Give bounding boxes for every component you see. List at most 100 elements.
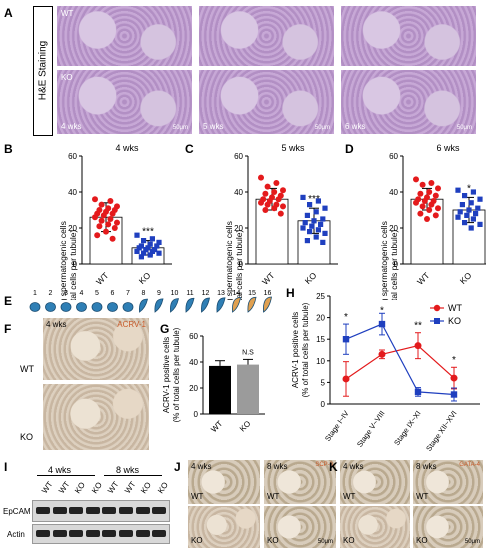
panel-label-f: F: [4, 322, 12, 336]
k-wt-label: WT: [343, 492, 356, 501]
y-tick-label: 40: [68, 188, 77, 197]
data-point: [114, 219, 120, 226]
stage-number: 8: [142, 290, 146, 297]
gata4-8wks-ko-image: KO 50μm: [413, 506, 483, 548]
y-tick-label: 10: [316, 357, 325, 366]
gata4-4wks-wt-image: 4 wks WT: [340, 460, 410, 504]
j-4wks-label: 4 wks: [191, 462, 212, 471]
he-6wks-label: 6 wks: [345, 122, 366, 131]
spermatid-icon: [122, 302, 134, 312]
epcam-band: [52, 507, 67, 514]
actin-band: [135, 530, 150, 537]
he-staining-box: H&E Staining: [33, 6, 53, 136]
data-point: [315, 198, 321, 204]
f-weeks-label: 4 wks: [46, 320, 67, 329]
spermatid-icon: [216, 297, 226, 313]
f-marker-label: ACRV-1: [117, 320, 146, 329]
data-point: [322, 230, 328, 236]
k-wt-label: WT: [416, 492, 429, 501]
lane-label: WT: [122, 479, 138, 496]
stage-number: 16: [264, 290, 272, 297]
data-point: [468, 200, 474, 206]
data-point: [450, 374, 458, 382]
data-point: [107, 216, 114, 222]
data-point: [417, 210, 424, 217]
data-point: [477, 221, 483, 227]
legend-label: WT: [448, 303, 462, 313]
data-point: [424, 216, 430, 222]
data-point: [342, 336, 350, 343]
spermatid-icon: [154, 298, 164, 313]
data-point: [322, 205, 328, 211]
lane-label: WT: [40, 479, 55, 496]
data-point: [468, 225, 474, 231]
scp3-8wks-ko-image: KO 50μm: [264, 506, 336, 548]
epcam-band: [152, 507, 167, 514]
epcam-band: [85, 507, 100, 514]
data-point: [98, 217, 105, 224]
spermatid-stage-strip: 1 2 3 4 5 6 7 8 9 10 11 12 13 14 15 16: [29, 290, 272, 313]
epcam-band: [69, 507, 84, 514]
data-point: [107, 198, 114, 204]
stage-number: 7: [126, 290, 130, 297]
j-scale-label: 50μm: [317, 539, 333, 545]
stage-number: 11: [186, 290, 193, 297]
data-point: [302, 220, 308, 226]
significance-label: ***: [308, 194, 320, 205]
he-4wks-wt-image: WT: [57, 6, 192, 66]
i-row-epcam: EpCAM: [3, 507, 31, 516]
stage-number: 14: [233, 290, 241, 297]
y-axis-label: (% of total cells per tubule): [172, 327, 181, 422]
y-tick-label: 20: [234, 224, 243, 233]
i-group-4wks: 4 wks: [48, 465, 72, 475]
j-marker-label: SCP-3: [315, 462, 333, 468]
data-point: [304, 238, 310, 244]
data-point: [315, 227, 321, 233]
epcam-band: [135, 507, 150, 514]
data-point: [378, 350, 386, 358]
legend-label: KO: [448, 316, 461, 326]
y-tick-label: 20: [389, 224, 398, 233]
stage-number: 9: [157, 290, 161, 297]
k-8wks-label: 8 wks: [416, 462, 437, 471]
actin-band: [119, 530, 133, 537]
data-point: [103, 228, 109, 235]
data-point: [271, 205, 278, 212]
bar: [237, 364, 259, 414]
data-point: [320, 239, 326, 245]
epcam-band: [36, 507, 50, 514]
data-point: [141, 238, 147, 244]
i-group-8wks: 8 wks: [116, 465, 140, 475]
x-tick-label: KO: [238, 419, 253, 434]
data-point: [149, 236, 155, 242]
data-point: [413, 199, 419, 206]
y-axis-label: (% of total cells per tubule): [389, 230, 399, 300]
data-point: [426, 189, 433, 195]
he-ko-label: KO: [61, 73, 73, 82]
data-point: [96, 223, 103, 230]
data-point: [475, 205, 481, 211]
y-axis-label: Elongating spermatogenic cells: [58, 221, 68, 300]
he-4wks-label: 4 wks: [61, 122, 82, 131]
data-point: [464, 212, 470, 218]
spermatid-icon: [107, 302, 118, 312]
panel-label-d: D: [345, 142, 354, 156]
lane-label: KO: [155, 480, 170, 496]
data-point: [466, 207, 472, 213]
significance-label: *: [380, 305, 384, 316]
data-point: [419, 203, 426, 210]
significance-label: *: [344, 312, 348, 323]
data-point: [309, 223, 315, 229]
data-point: [258, 199, 264, 206]
data-point: [417, 190, 424, 197]
y-tick-label: 20: [68, 224, 77, 233]
data-point: [313, 209, 319, 215]
x-tick-label: Stage IX~XI: [392, 409, 422, 447]
panel-label-c: C: [185, 142, 194, 156]
data-point: [262, 190, 269, 197]
spermatid-icon: [232, 297, 241, 313]
data-point: [143, 247, 149, 253]
data-point: [136, 245, 142, 251]
panel-label-h: H: [286, 286, 295, 300]
he-scale-label: 50μm: [456, 125, 472, 131]
